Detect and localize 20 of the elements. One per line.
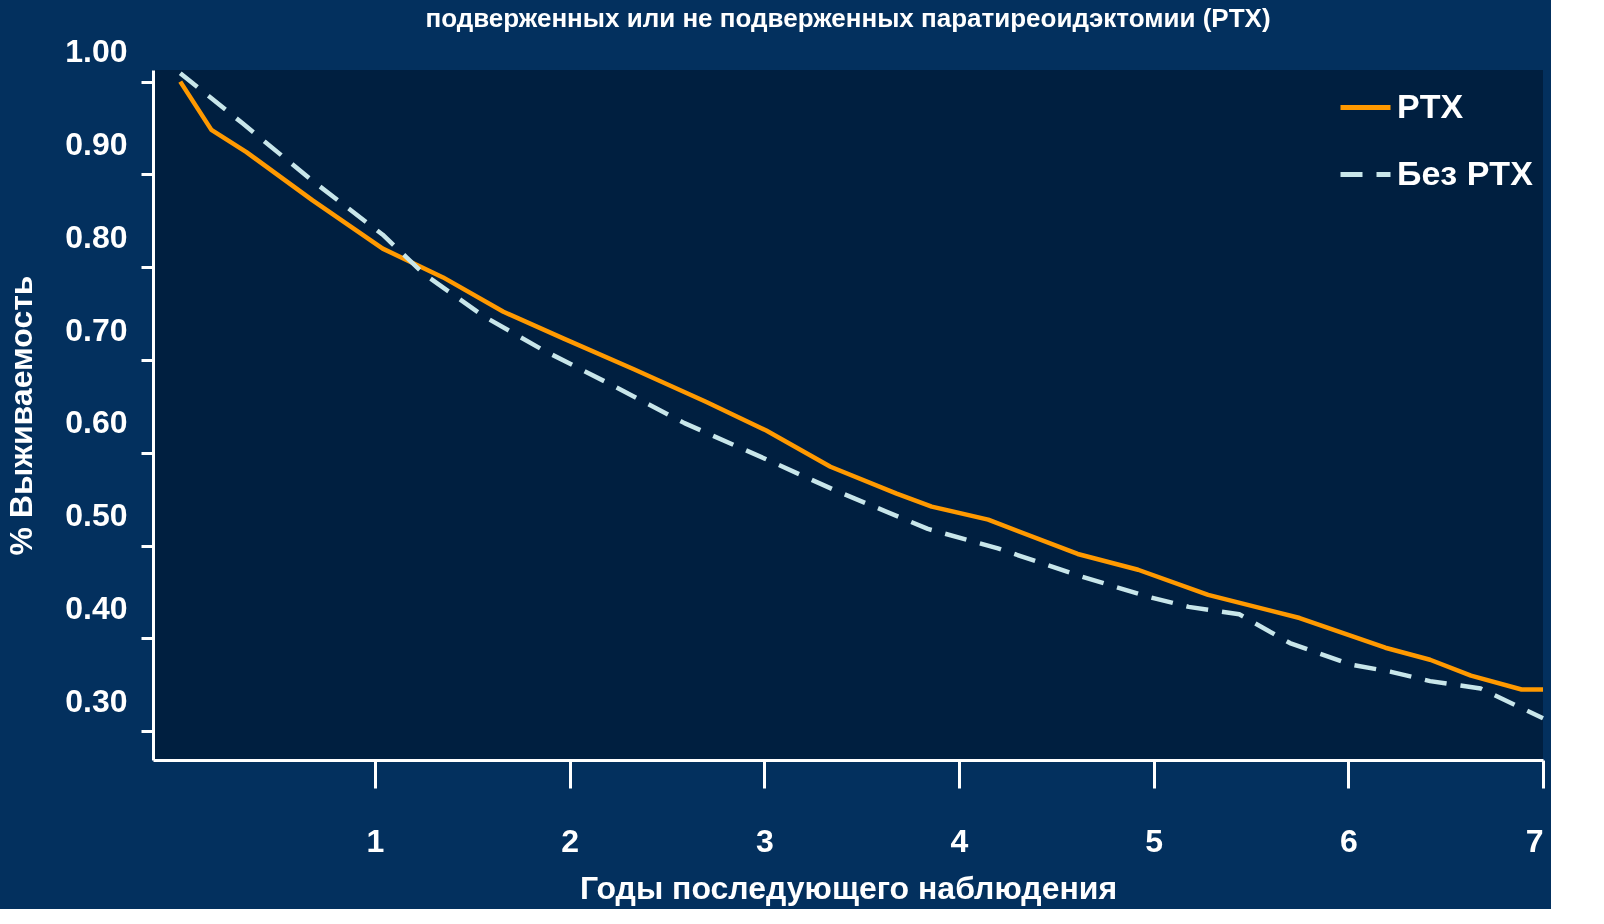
- y-tick-label: 0.70: [65, 311, 128, 348]
- legend-label: Без PTX: [1397, 153, 1534, 192]
- y-axis-title: % Выживаемость: [3, 275, 40, 556]
- x-tick-label: 7: [1525, 822, 1544, 859]
- x-tick-label: 5: [1145, 822, 1164, 859]
- y-tick-label: 0.40: [65, 589, 128, 626]
- y-tick-label: 0.80: [65, 218, 128, 255]
- x-tick-label: 6: [1339, 822, 1358, 859]
- y-tick-label: 1.00: [65, 33, 128, 70]
- x-tick-label: 1: [366, 822, 385, 859]
- y-tick-label: 0.60: [65, 404, 128, 441]
- y-tick-label: 0.50: [65, 497, 128, 534]
- legend-label: PTX: [1397, 86, 1464, 125]
- chart-title: подверженных или не подверженных паратиреоидэктомии (PTX): [425, 2, 1271, 33]
- y-tick-label: 0.90: [65, 125, 128, 162]
- x-tick-label: 3: [755, 822, 774, 859]
- x-tick-label: 2: [561, 822, 580, 859]
- x-axis-title: Годы последующего наблюдения: [579, 869, 1118, 906]
- x-tick-label: 4: [950, 822, 969, 859]
- y-tick-label: 0.30: [65, 682, 128, 719]
